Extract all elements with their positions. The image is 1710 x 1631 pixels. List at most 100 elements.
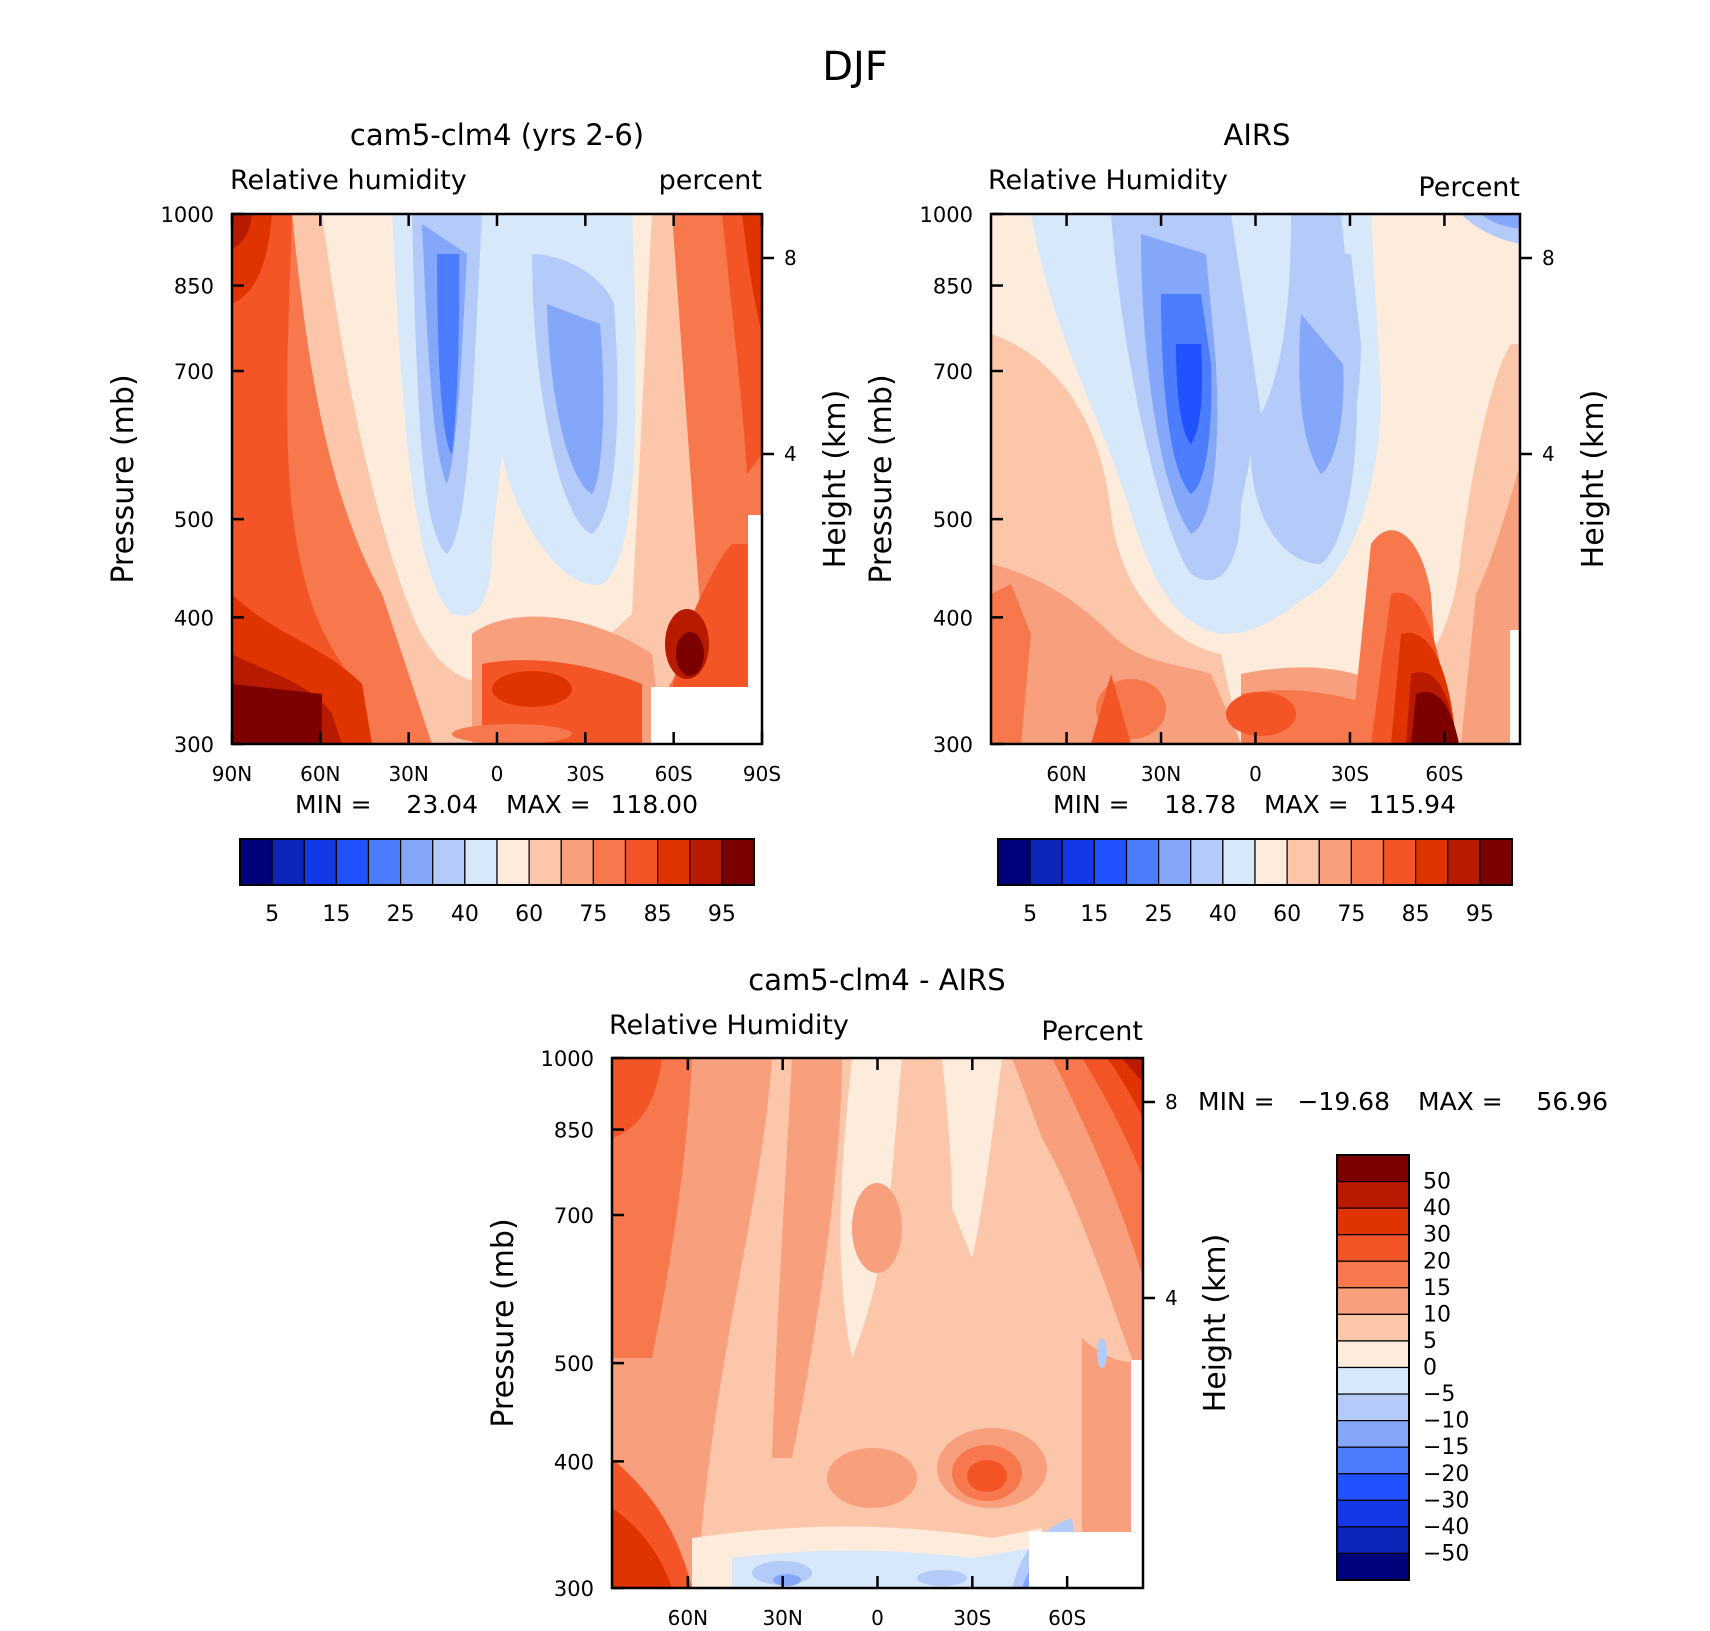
contour-band [452,724,572,744]
panel-diff-max-label: MAX = [1418,1087,1503,1116]
colorbar-label: −50 [1423,1541,1469,1566]
colorbar-swatch [1415,838,1449,886]
contour-band [917,1570,967,1586]
contour-band [676,632,704,676]
x-tick-label: 30S [566,762,604,786]
y-tick-label: 850 [174,275,214,299]
panel-model-max-value: 118.00 [611,790,698,819]
figure-title: DJF [822,44,888,90]
panel-diff-ylabel: Pressure (mb) [486,1218,521,1427]
contour-band [232,684,322,744]
panel-model: cam5-clm4 (yrs 2-6) Relative humidity pe… [106,118,853,927]
colorbar-label: 60 [1273,902,1301,927]
right-tick-label: 4 [1542,442,1555,466]
panel-model-min-value: 23.04 [406,790,478,819]
panel-diff-y-axis: 300 400 500 700 850 1000 [541,1047,624,1601]
colorbar-label: 25 [1145,902,1173,927]
colorbar-swatch [1286,838,1320,886]
x-tick-label: 60S [655,762,693,786]
panel-diff-left-label: Relative Humidity [609,1010,849,1041]
colorbar-swatch [1336,1313,1410,1342]
y-tick-label: 700 [554,1204,594,1228]
contour-band [232,214,252,249]
y-tick-label: 850 [554,1119,594,1143]
contour-band [1107,1058,1143,1118]
x-tick-label: 30N [762,1606,802,1630]
contour-band [1091,674,1131,744]
panel-diff-title: cam5-clm4 - AIRS [748,963,1005,997]
panel-model-colorbar: 5 15 25 40 60 75 85 95 [239,838,755,927]
colorbar-swatch [560,838,594,886]
colorbar-label: 10 [1423,1302,1451,1327]
colorbar-swatch [1447,838,1481,886]
colorbar-swatch [528,838,562,886]
x-tick-label: 0 [871,1606,884,1630]
right-tick-label: 8 [1165,1090,1178,1114]
panel-diff: cam5-clm4 - AIRS Relative Humidity Perce… [486,963,1608,1630]
contour-band [1461,464,1520,744]
contour-band [437,254,460,454]
contour-band [1122,1058,1143,1083]
colorbar-label: 50 [1423,1170,1451,1195]
panel-diff-contour-field [612,1058,1143,1588]
colorbar-label: −5 [1423,1382,1455,1407]
colorbar-swatch [657,838,691,886]
y-tick-label: 500 [174,508,214,532]
colorbar-swatch [239,838,273,886]
x-tick-label: 90N [212,762,252,786]
colorbar-swatch [367,838,402,886]
y-tick-label: 400 [554,1450,594,1474]
colorbar-label: 85 [1402,902,1430,927]
colorbar-swatch [1061,838,1095,886]
colorbar-swatch [1336,1260,1410,1289]
colorbar-swatch [1222,838,1256,886]
colorbar-swatch [1336,1552,1410,1581]
contour-band [492,671,572,707]
panel-diff-missing-region [1029,1532,1143,1588]
colorbar-swatch [1336,1473,1410,1501]
contour-band [852,1183,902,1273]
x-tick-label: 60S [1425,762,1463,786]
y-tick-label: 700 [933,360,973,384]
colorbar-swatch [1382,838,1417,886]
colorbar-label: 30 [1423,1223,1451,1248]
colorbar-label: −30 [1423,1488,1469,1513]
panel-model-missing-strip [748,515,762,687]
panel-airs-contour-field [991,214,1520,744]
colorbar-swatch [1479,838,1513,886]
contour-band [232,214,372,744]
x-tick-label: 0 [1249,762,1262,786]
colorbar-swatch [1336,1287,1410,1315]
contour-band [773,1574,801,1586]
right-tick-label: 4 [784,442,797,466]
y-tick-label: 1000 [161,203,214,227]
panel-airs-y-axis: 300 400 500 700 850 1000 [920,203,1003,757]
colorbar-swatch [592,838,627,886]
colorbar-label: −15 [1423,1435,1469,1460]
colorbar-swatch [1336,1526,1410,1555]
colorbar-label: 5 [265,902,279,927]
colorbar-swatch [496,838,530,886]
x-tick-label: 60N [668,1606,708,1630]
colorbar-swatch [400,838,434,886]
contour-band [1411,692,1459,744]
contour-band [772,1058,842,1458]
colorbar-label: 40 [1209,902,1237,927]
colorbar-label: −20 [1423,1462,1469,1487]
colorbar-swatch [432,838,466,886]
colorbar-swatch [1190,838,1224,886]
x-tick-label: 60N [300,762,340,786]
contour-band [1097,1338,1107,1368]
colorbar-swatch [1125,838,1160,886]
colorbar-swatch [1336,1366,1410,1395]
x-tick-label: 0 [491,762,504,786]
panel-airs-title: AIRS [1224,118,1291,152]
colorbar-label: 20 [1423,1249,1451,1274]
contour-band [547,304,604,494]
panel-airs-missing-region [1510,630,1520,744]
panel-model-x-axis: 90N 60N 30N 0 30S 60S 90S [212,214,781,786]
colorbar-label: 75 [579,902,607,927]
panel-model-ylabel: Pressure (mb) [106,374,141,583]
colorbar-swatch [1318,838,1352,886]
panel-airs-min-value: 18.78 [1164,790,1236,819]
